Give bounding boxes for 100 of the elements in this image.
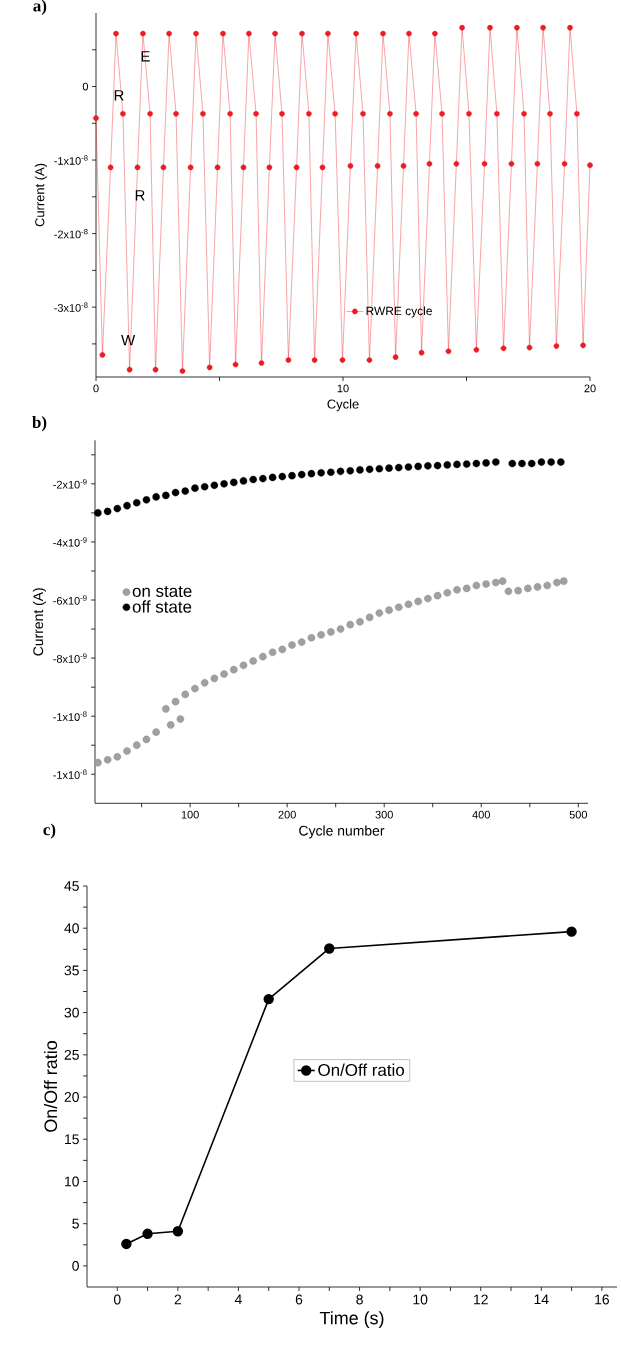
point [162,705,170,713]
y-tick-label: 10 [65,1176,79,1187]
legend-label: RWRE cycle [366,306,432,318]
point [123,747,131,755]
point [482,459,490,467]
point [121,1238,132,1250]
y-tick-label: -1x10$^{-8}$ [54,155,88,165]
point [142,735,151,744]
point [557,458,565,466]
point [365,613,374,622]
point [346,467,354,475]
point [336,625,345,633]
point [220,480,228,488]
x-tick-label: 10 [413,1294,428,1305]
y-tick-label: 5 [72,1218,79,1229]
point [142,496,151,504]
y-tick-label: 15 [65,1134,79,1145]
y-tick-label: -4x10$^{-9}$ [53,537,87,547]
x-tick-label: 500 [569,810,587,819]
point [453,460,461,469]
x-tick-label: 100 [181,810,199,819]
point [239,661,248,670]
point [404,600,413,609]
point [385,606,393,614]
legend-label: on state [132,585,192,598]
x-tick-label: 400 [472,810,490,819]
x-tick-label: 2 [174,1294,182,1305]
point [553,578,561,587]
point [443,461,452,469]
point [123,501,131,510]
point [103,507,112,516]
point [385,464,393,472]
point [327,628,335,636]
point [424,462,432,470]
x-tick-label: 12 [474,1294,488,1305]
point [191,684,199,693]
x-tick-label: 8 [356,1294,363,1305]
point [166,721,175,729]
x-axis-title: Cycle number [299,825,385,839]
point [365,465,374,474]
y-tick-label: -2x10$^{-9}$ [53,479,87,489]
point [324,943,335,954]
point [472,581,481,590]
point [172,1226,184,1237]
point [492,578,500,587]
y-tick-label: 0 [72,1260,79,1271]
point [336,467,345,476]
point [443,589,452,597]
chart-title: a) [33,0,47,15]
point [288,641,296,649]
point [210,674,219,683]
x-tick-label: 300 [375,810,393,819]
point [307,634,316,642]
point [307,469,316,478]
y-tick-label: 45 [64,881,79,891]
point [278,645,287,654]
y-tick-label: 40 [64,923,79,934]
point [171,488,180,497]
point [395,463,403,472]
x-tick-label: 0 [113,1294,121,1305]
point [508,459,517,468]
point [547,458,555,466]
point [263,993,274,1005]
point [249,475,257,484]
point [103,755,112,764]
point [297,638,306,646]
point [414,597,422,606]
point [356,618,364,626]
point [278,472,287,481]
point [288,471,296,480]
annotation: W [121,335,136,346]
y-tick-label: 20 [64,1092,79,1102]
point [543,581,551,590]
y-tick-label: -8x10$^{-9}$ [53,653,87,663]
point [239,477,248,485]
point [113,504,122,513]
point [268,648,277,657]
point [268,473,277,482]
point [492,458,500,466]
y-tick-label: -2x10$^{-8}$ [54,228,88,239]
x-tick-label: 20 [584,384,596,393]
point [356,466,364,474]
chart-title: c) [43,823,56,839]
point [404,463,413,471]
y-tick-label: 0 [82,82,89,91]
y-axis-title: On/Off ratio [43,1041,58,1132]
point [482,580,490,588]
x-axis-title: Cycle [327,399,359,412]
y-tick-label: -1x10$^{-8}$ [53,769,87,779]
point [518,459,526,468]
x-tick-label: 10 [337,384,349,393]
legend-label: off state [132,600,192,613]
point [462,460,471,468]
y-tick-label: 25 [64,1049,79,1060]
x-tick-label: 6 [295,1294,303,1305]
point [113,753,122,761]
point [498,577,507,585]
point [162,491,170,500]
x-tick-label: 200 [278,810,296,819]
y-tick-label: 35 [64,965,79,976]
